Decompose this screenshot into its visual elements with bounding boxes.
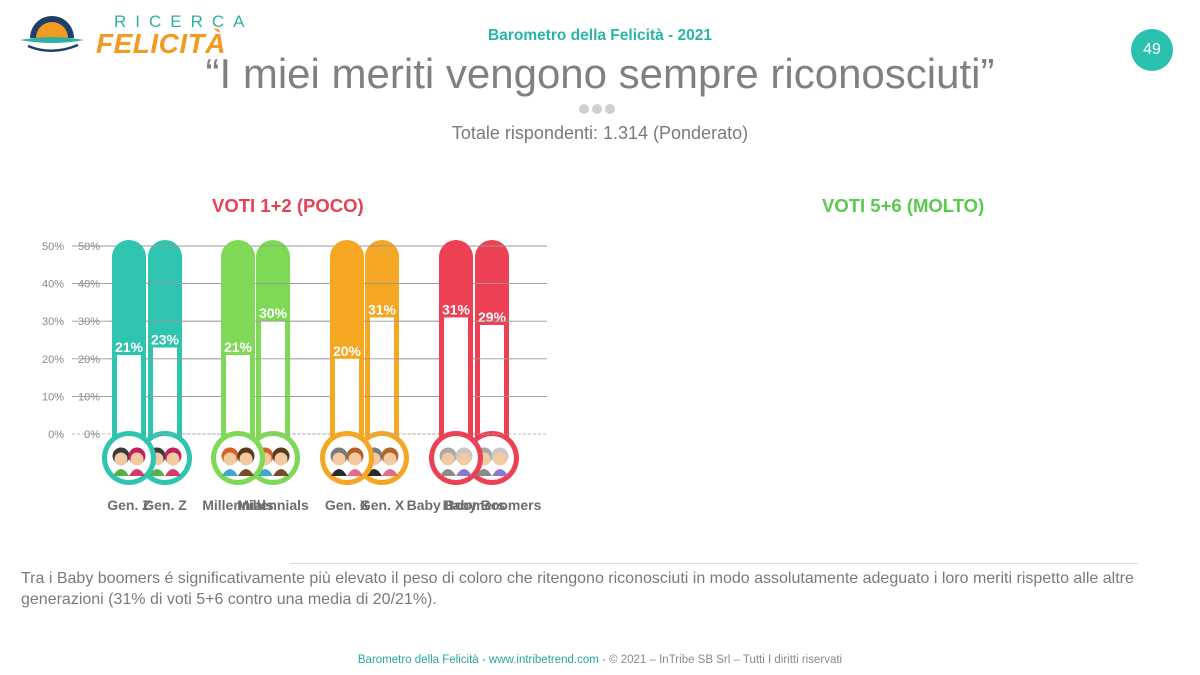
title-dots-decoration bbox=[579, 101, 618, 119]
logo-sun-icon bbox=[20, 16, 84, 52]
person-face bbox=[274, 452, 288, 466]
person-face bbox=[114, 452, 128, 466]
person-face bbox=[493, 452, 507, 466]
y-tick-label: 0% bbox=[84, 429, 100, 441]
footer: Barometro della Felicità - www.intribetr… bbox=[0, 654, 1200, 666]
person-shirt bbox=[273, 469, 289, 476]
person-shirt bbox=[165, 469, 181, 476]
footer-source: Barometro della Felicità - www.intribetr… bbox=[357, 654, 599, 666]
person-face bbox=[223, 452, 237, 466]
category-label: Gen. X bbox=[325, 497, 370, 513]
logo-text-ricerca: RICERCA bbox=[114, 12, 254, 31]
chart-molto: 0% 10% 20% 30% 40% 50% 21% Gen. Z 21% Millennials… bbox=[42, 240, 512, 513]
person-face bbox=[332, 452, 346, 466]
header-subtitle: Barometro della Felicità - 2021 bbox=[488, 27, 712, 44]
person-face bbox=[348, 452, 362, 466]
person-face bbox=[383, 452, 397, 466]
people-gen-z-icon bbox=[112, 447, 146, 476]
y-tick-label: 40% bbox=[42, 279, 64, 291]
person-shirt bbox=[129, 469, 145, 476]
logo-text-felicita: FELICITÀ bbox=[96, 28, 226, 59]
person-shirt bbox=[492, 469, 508, 476]
y-tick-label: 0% bbox=[48, 429, 64, 441]
thermometer-gen-z bbox=[102, 240, 156, 485]
respondents-count: Totale rispondenti: 1.314 (Ponderato) bbox=[451, 123, 749, 143]
value-label: 21% bbox=[115, 339, 144, 355]
note-divider bbox=[290, 563, 1138, 564]
footer-separator: - bbox=[598, 654, 610, 666]
y-tick-label: 10% bbox=[78, 391, 100, 403]
value-label: 30% bbox=[259, 305, 288, 321]
value-label: 31% bbox=[442, 301, 471, 317]
person-shirt bbox=[347, 469, 363, 476]
category-label: Millennials bbox=[237, 497, 309, 513]
chart-title-poco: VOTI 1+2 (POCO) bbox=[212, 195, 364, 216]
value-label: 20% bbox=[333, 343, 362, 359]
person-face bbox=[166, 452, 180, 466]
people-millennials-icon bbox=[221, 447, 255, 476]
person-shirt bbox=[113, 469, 129, 476]
slide-number-badge: 49 bbox=[1131, 29, 1173, 71]
thermometer-baby-boomers bbox=[465, 240, 519, 485]
y-tick-label: 40% bbox=[78, 279, 100, 291]
people-baby-boomers-icon bbox=[439, 447, 473, 476]
category-label: Millennials bbox=[202, 497, 274, 513]
thermometer-millennials bbox=[211, 240, 265, 485]
value-label: 23% bbox=[151, 332, 180, 348]
y-tick-label: 30% bbox=[42, 316, 64, 328]
category-label: Baby Boomers bbox=[407, 497, 506, 513]
y-tick-label: 50% bbox=[42, 241, 64, 253]
person-face bbox=[457, 452, 471, 466]
thermometer-baby-boomers bbox=[429, 240, 483, 485]
chart-title-molto: VOTI 5+6 (MOLTO) bbox=[822, 195, 985, 216]
thermometer-gen-x bbox=[320, 240, 374, 485]
person-face bbox=[130, 452, 144, 466]
person-shirt bbox=[222, 469, 238, 476]
person-face bbox=[239, 452, 253, 466]
category-label: Gen. X bbox=[360, 497, 405, 513]
insight-note: Tra i Baby boomers é significativamente … bbox=[21, 570, 1134, 608]
brand-logo: RICERCA FELICITÀ bbox=[18, 10, 248, 60]
y-tick-label: 10% bbox=[42, 391, 64, 403]
person-shirt bbox=[238, 469, 254, 476]
value-label: 21% bbox=[224, 339, 253, 355]
slide-title: “I miei meriti vengono sempre riconosciu… bbox=[205, 50, 995, 97]
person-face bbox=[441, 452, 455, 466]
people-gen-x-icon bbox=[330, 447, 364, 476]
person-shirt bbox=[440, 469, 456, 476]
y-tick-label: 30% bbox=[78, 316, 100, 328]
person-shirt bbox=[456, 469, 472, 476]
y-tick-label: 50% bbox=[78, 241, 100, 253]
person-shirt bbox=[476, 469, 492, 476]
person-shirt bbox=[382, 469, 398, 476]
category-label: Gen. Z bbox=[143, 497, 187, 513]
person-shirt bbox=[149, 469, 165, 476]
y-tick-label: 20% bbox=[78, 354, 100, 366]
category-label: Baby Boomers bbox=[443, 497, 542, 513]
value-label: 31% bbox=[368, 301, 397, 317]
category-label: Gen. Z bbox=[107, 497, 151, 513]
footer-copyright: © 2021 – InTribe SB Srl – Tutti I diritt… bbox=[609, 654, 843, 666]
y-tick-label: 20% bbox=[42, 354, 64, 366]
person-shirt bbox=[331, 469, 347, 476]
